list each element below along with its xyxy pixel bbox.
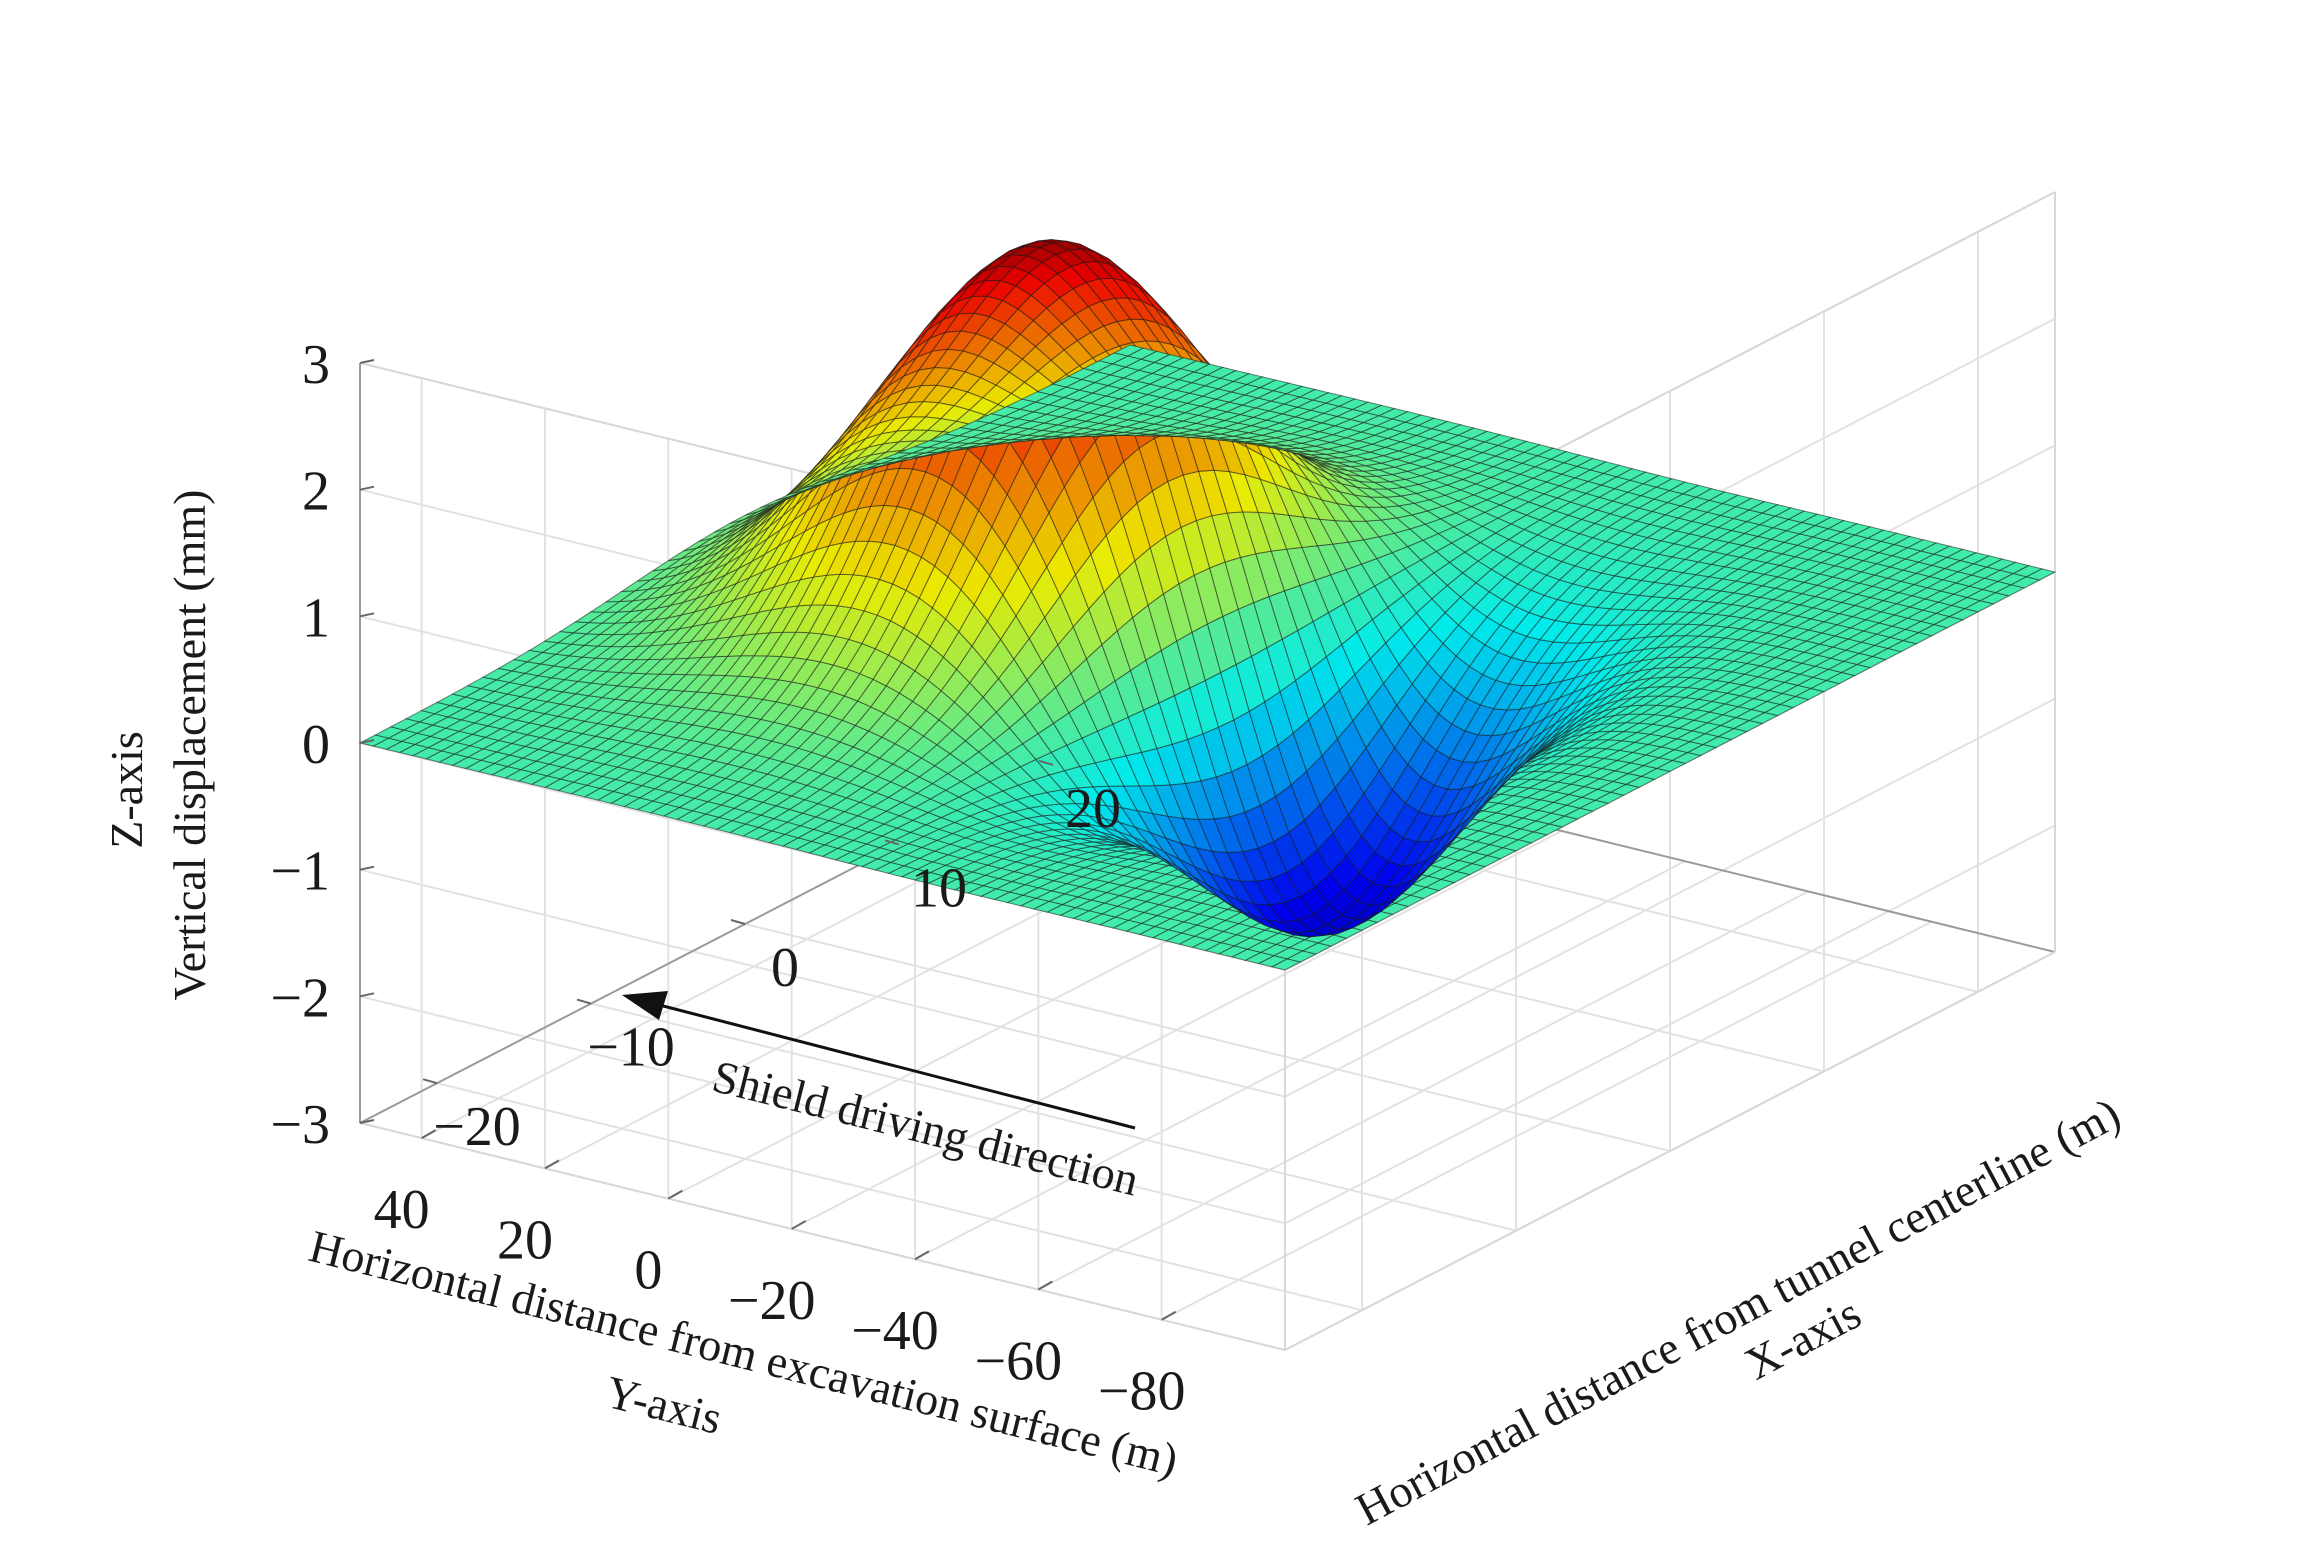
y-tick-mark [421, 1129, 437, 1140]
y-tick-mark [914, 1250, 930, 1261]
z-tick-label: −3 [270, 1094, 330, 1156]
y-tick-mark [1161, 1310, 1177, 1321]
z-tick-layer: −3 −2 −1 0 1 2 3 [270, 334, 375, 1156]
x-axis-label: Horizontal distance from tunnel centerli… [1347, 1088, 2128, 1535]
y-tick-mark [791, 1220, 807, 1230]
y-tick-label: −60 [975, 1330, 1063, 1392]
z-tick-mark [359, 359, 375, 364]
grid-line [359, 868, 1286, 1098]
z-tick-mark [359, 485, 375, 491]
shield-direction-arrow-line [639, 998, 1136, 1130]
x-tick-label: −10 [587, 1017, 675, 1079]
y-tick-mark [1037, 1280, 1053, 1291]
z-tick-label: −1 [270, 841, 330, 903]
y-tick-label: 40 [374, 1179, 430, 1241]
x-tick-mark [730, 919, 746, 925]
x-tick-mark [884, 839, 900, 846]
y-tick-label: −40 [851, 1300, 939, 1362]
y-tick-label: 20 [497, 1209, 553, 1271]
x-tick-label: −20 [433, 1096, 521, 1158]
box-edge [1284, 951, 2056, 1351]
z-tick-label: 3 [302, 334, 330, 396]
x-tick-layer: −20 −10 0 10 20 [422, 759, 1121, 1158]
grid-line [590, 1002, 1517, 1232]
y-tick-mark [667, 1189, 683, 1200]
x-tick-label: 10 [911, 857, 967, 919]
z-tick-label: 2 [302, 461, 330, 523]
y-tick-mark [544, 1159, 560, 1170]
z-tick-mark [359, 739, 375, 744]
z-tick-mark [359, 992, 375, 998]
y-axis-name: Y-axis [601, 1366, 727, 1444]
grid-line [359, 995, 1286, 1225]
y-tick-label: 0 [634, 1240, 662, 1302]
z-tick-label: 0 [302, 714, 330, 776]
grid-line [744, 923, 1671, 1152]
grid-line [436, 1082, 1363, 1312]
y-tick-layer: 40 20 0 −20 −40 −60 −80 [374, 1129, 1186, 1423]
x-tick-mark [1038, 759, 1054, 766]
z-tick-mark [359, 1119, 375, 1124]
z-tick-label: −2 [270, 967, 330, 1029]
y-tick-label: −20 [728, 1270, 816, 1332]
z-tick-mark [359, 865, 375, 871]
surface-cell [1113, 344, 1145, 357]
z-axis-label: Vertical displacement (mm) [164, 490, 215, 1001]
z-tick-mark [359, 612, 375, 618]
y-tick-label: −80 [1098, 1361, 1186, 1423]
shield-direction-arrowhead-icon [622, 991, 668, 1020]
z-tick-label: 1 [302, 587, 330, 649]
x-tick-label: 20 [1065, 778, 1121, 840]
x-tick-mark [576, 998, 592, 1005]
surface-layer [358, 239, 2057, 971]
z-axis-name: Z-axis [101, 731, 152, 849]
x-tick-mark [422, 1078, 438, 1085]
x-tick-label: 0 [771, 937, 799, 999]
box-edge [359, 1122, 1286, 1351]
